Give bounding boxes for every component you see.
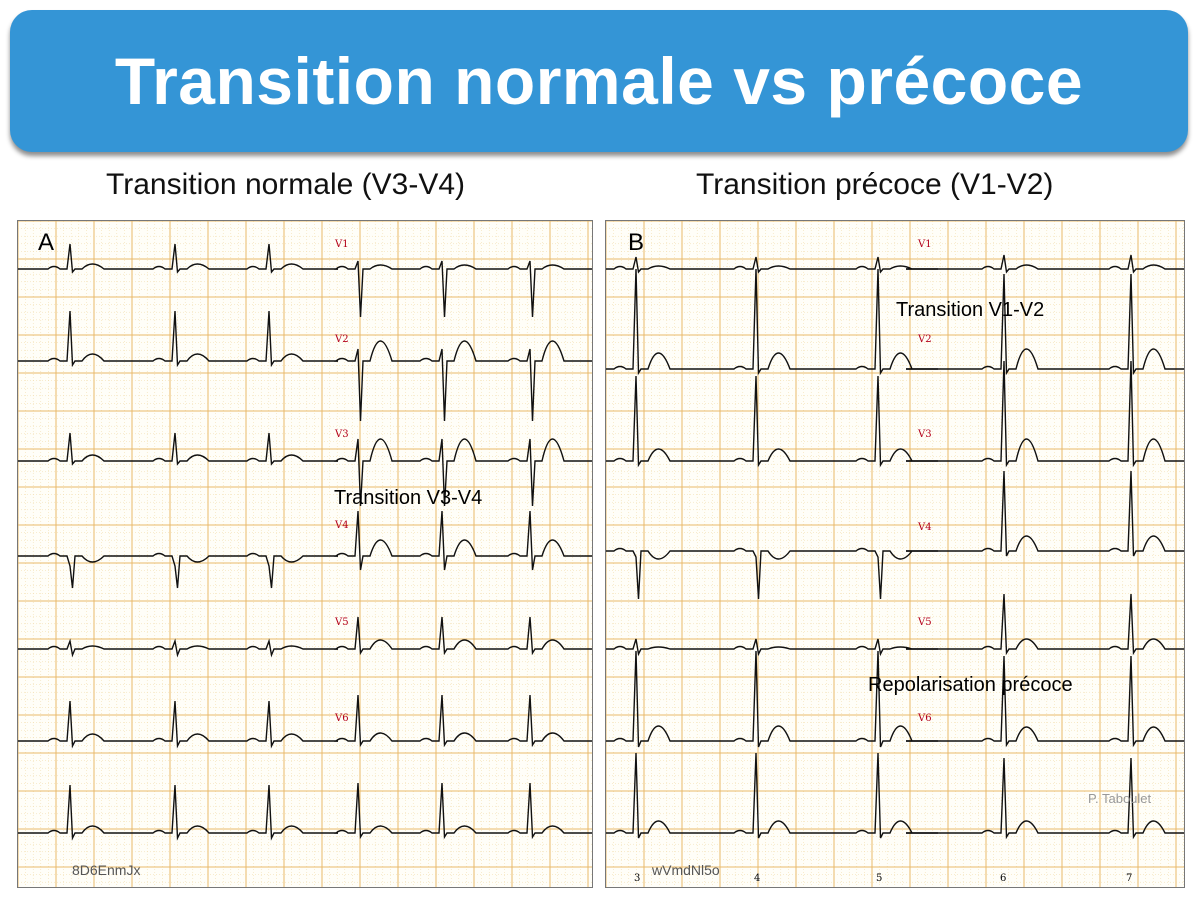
ecg-panel-a: V1 V2 V3 V4 V5 V6 A Transition V3-V4 8D6EnmJx (17, 220, 593, 888)
ecg-strip-a: V1 V2 V3 V4 V5 V6 (18, 221, 592, 887)
ecg-trace-b-right-4 (906, 470, 1184, 557)
ecg-trace-a-right-1 (334, 260, 592, 318)
ecg-grid (18, 221, 592, 887)
panel-b-time-mark-5: 5 (876, 873, 882, 884)
ecg-panel-b: V1 V2 V3 V4 V5 V6 3 4 5 6 7 B Transition V1-V2 Rep… (605, 220, 1185, 888)
panel-b-time-mark-4: 4 (754, 873, 760, 884)
panel-b-credit: P. Taboulet (1088, 791, 1152, 806)
panel-b-lead-label-v6: V6 (917, 713, 932, 724)
ecg-trace-a-left-3 (18, 432, 338, 466)
ecg-trace-a-left-4 (18, 552, 338, 589)
ecg-trace-b-left-2 (606, 268, 938, 376)
ecg-strip-b: V1 V2 V3 V4 V5 V6 3 4 5 6 7 (606, 221, 1184, 887)
ecg-trace-b-right-1 (906, 254, 1184, 274)
panel-b-lead-label-v2: V2 (917, 334, 932, 345)
ecg-trace-a-right-6 (334, 694, 592, 748)
ecg-trace-a-left-2 (18, 310, 338, 368)
ecg-trace-b-left-5 (606, 638, 938, 657)
panel-b-lead-label-v4: V4 (917, 522, 932, 533)
panel-a-lead-label-v6: V6 (334, 713, 349, 724)
panel-b-time-mark-7: 7 (1126, 873, 1132, 884)
title-banner: Transition normale vs précoce (10, 10, 1188, 152)
ecg-trace-b-left-4 (606, 547, 938, 600)
panel-a-lead-label-v4: V4 (334, 520, 349, 531)
ecg-trace-b-left-7 (606, 752, 938, 839)
ecg-trace-b-left-6 (606, 650, 938, 748)
panel-b-image-code: wVmdNl5o (652, 862, 720, 878)
ecg-trace-b-right-6 (906, 655, 1184, 748)
page-title: Transition normale vs précoce (114, 44, 1084, 118)
ecg-trace-a-right-5 (334, 616, 592, 656)
ecg-trace-b-right-3 (906, 360, 1184, 468)
ecg-trace-a-left-7 (18, 784, 338, 841)
panel-b-subtitle: Transition précoce (V1-V2) (696, 168, 1054, 201)
ecg-trace-b-left-1 (606, 256, 938, 274)
ecg-trace-a-left-5 (18, 638, 338, 658)
panel-b-transition-label: Transition V1-V2 (896, 299, 1045, 321)
panel-a-subtitle: Transition normale (V3-V4) (106, 168, 466, 201)
ecg-trace-a-right-2 (334, 340, 592, 422)
ecg-trace-a-right-4 (334, 510, 592, 571)
ecg-trace-a-left-1 (18, 243, 338, 274)
panel-b-letter: B (628, 229, 645, 256)
panel-b-lead-label-v5: V5 (917, 617, 932, 628)
panel-b-time-mark-6: 6 (1000, 873, 1006, 884)
panel-b-lead-label-v1: V1 (917, 239, 932, 250)
ecg-trace-b-right-7 (906, 757, 1184, 840)
panel-a-lead-label-v1: V1 (334, 239, 349, 250)
panel-a-transition-label: Transition V3-V4 (334, 487, 483, 509)
ecg-trace-b-right-5 (906, 593, 1184, 656)
panel-b-time-mark-3: 3 (634, 873, 640, 884)
ecg-trace-a-right-7 (334, 782, 592, 840)
panel-b-lead-label-v3: V3 (917, 429, 932, 440)
ecg-trace-b-left-3 (606, 375, 938, 468)
ecg-trace-a-left-6 (18, 700, 338, 749)
ecg-trace-a-right-3 (334, 438, 592, 507)
panel-b-repolarisation-label: Repolarisation précoce (868, 674, 1073, 696)
panel-a-lead-label-v5: V5 (334, 617, 349, 628)
ecg-grid (606, 221, 1184, 887)
panel-a-lead-label-v3: V3 (334, 429, 349, 440)
ecg-trace-b-right-2 (906, 273, 1184, 376)
panel-a-image-code: 8D6EnmJx (72, 862, 141, 878)
panel-a-letter: A (38, 229, 55, 256)
panel-a-lead-label-v2: V2 (334, 334, 349, 345)
